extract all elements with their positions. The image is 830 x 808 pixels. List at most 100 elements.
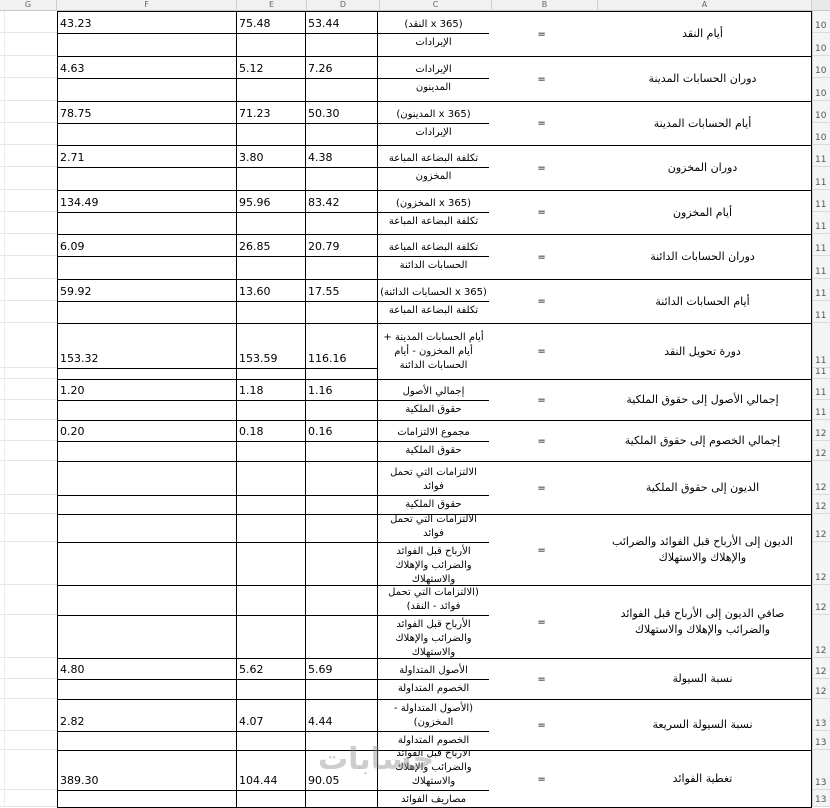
ratio-name-cell[interactable]: تغطية الفوائد [672, 772, 733, 785]
row-header[interactable]: 10 [813, 11, 830, 33]
empty-cell-d[interactable] [306, 257, 378, 279]
grid-cell-g[interactable] [0, 33, 57, 56]
row-header[interactable]: 10 [813, 56, 830, 78]
ratio-name-cell[interactable]: أيام المخزون [672, 205, 733, 219]
formula-denominator-cell[interactable]: المخزون [415, 171, 452, 182]
empty-cell-e[interactable] [237, 168, 306, 190]
row-header[interactable]: 12 [813, 585, 830, 615]
formula-numerator-cell[interactable]: إجمالي الأصول [378, 380, 489, 401]
value-cell-d[interactable]: 4.38 [306, 146, 378, 168]
grid-cell-g[interactable] [0, 658, 57, 679]
value-cell-f[interactable]: 59.92 [58, 280, 237, 302]
empty-cell-f[interactable] [58, 401, 237, 420]
row-header[interactable]: 11 [813, 379, 830, 400]
column-header-g[interactable]: G [0, 0, 57, 11]
grid-cell-g[interactable] [0, 731, 57, 750]
value-cell-d[interactable]: 50.30 [306, 102, 378, 124]
grid-cell-g[interactable] [0, 256, 57, 279]
formula-numerator-cell[interactable]: تكلفة البضاعة المباعة [378, 146, 489, 168]
empty-cell-d[interactable] [306, 34, 378, 56]
value-cell-f[interactable]: 134.49 [58, 191, 237, 213]
value-cell-f[interactable]: 43.23 [58, 12, 237, 34]
grid-cell-g[interactable] [0, 167, 57, 190]
equals-cell[interactable]: = [537, 118, 546, 129]
value-cell-d[interactable]: 4.44 [306, 700, 378, 732]
value-cell-d[interactable]: 5.69 [306, 659, 378, 680]
formula-denominator-cell[interactable]: الحسابات الدائنة [399, 260, 468, 271]
empty-cell-e[interactable] [237, 79, 306, 101]
row-header[interactable]: 11 [813, 301, 830, 323]
column-header-b[interactable]: B [492, 0, 598, 11]
equals-cell[interactable]: = [537, 719, 546, 731]
grid-cell-g[interactable] [0, 301, 57, 323]
value-cell-e[interactable]: 26.85 [237, 235, 306, 257]
value-cell-f[interactable]: 2.82 [58, 700, 237, 732]
ratio-name-cell[interactable]: نسبة السيولة السريعة [652, 718, 753, 731]
value-cell-f[interactable] [58, 586, 237, 616]
row-header[interactable]: 10 [813, 78, 830, 101]
ratio-name-cell[interactable]: دوران الحسابات الدائنة [650, 250, 755, 263]
row-header[interactable]: 12 [813, 495, 830, 514]
value-cell-d[interactable]: 90.05 [306, 751, 378, 791]
equals-cell[interactable]: = [537, 162, 546, 174]
value-cell-e[interactable]: 153.59 [237, 324, 306, 369]
empty-cell-f[interactable] [58, 79, 237, 101]
ratio-name-cell[interactable]: الديون إلى حقوق الملكية [645, 481, 760, 494]
value-cell-f[interactable]: 1.20 [58, 380, 237, 401]
grid-cell-g[interactable] [0, 400, 57, 420]
row-header[interactable]: 11 [813, 400, 830, 420]
formula-denominator-cell[interactable]: حقوق الملكية [405, 404, 462, 415]
empty-cell-f[interactable] [58, 257, 237, 279]
empty-cell-d[interactable] [306, 543, 378, 585]
empty-cell-e[interactable] [237, 496, 306, 514]
value-cell-e[interactable]: 0.18 [237, 421, 306, 442]
row-header[interactable]: 11 [813, 167, 830, 190]
value-cell-e[interactable]: 5.62 [237, 659, 306, 680]
value-cell-d[interactable]: 1.16 [306, 380, 378, 401]
empty-cell-d[interactable] [306, 791, 378, 807]
value-cell-f[interactable]: 389.30 [58, 751, 237, 791]
equals-cell[interactable]: = [537, 673, 546, 685]
ratio-name-cell[interactable]: الديون إلى الأرباح قبل الفوائد والضرائب … [612, 535, 793, 564]
empty-cell-e[interactable] [237, 616, 306, 658]
value-cell-d[interactable]: 83.42 [306, 191, 378, 213]
empty-cell-e[interactable] [237, 791, 306, 807]
value-cell-f[interactable]: 2.71 [58, 146, 237, 168]
row-header[interactable]: 10 [813, 101, 830, 123]
row-header[interactable]: 11 [813, 212, 830, 234]
empty-cell-f[interactable] [58, 616, 237, 658]
formula-numerator-cell[interactable]: (365 x الحسابات الدائنة) [378, 280, 489, 302]
equals-cell[interactable]: = [537, 207, 546, 218]
ratio-name-cell[interactable]: أيام الحسابات المدينة [653, 116, 752, 130]
row-header[interactable]: 12 [813, 514, 830, 542]
grid-cell-g[interactable] [0, 56, 57, 78]
empty-cell-e[interactable] [237, 213, 306, 234]
formula-numerator-cell[interactable]: (الالتزامات التي تحمل فوائد - النقد) [378, 586, 489, 616]
value-cell-f[interactable]: 78.75 [58, 102, 237, 124]
ratio-name-cell[interactable]: إجمالي الخصوم إلى حقوق الملكية [624, 434, 781, 447]
value-cell-e[interactable] [237, 586, 306, 616]
value-cell-e[interactable]: 5.12 [237, 57, 306, 79]
grid-cell-g[interactable] [0, 123, 57, 145]
formula-numerator-cell[interactable]: (365 x المدينون) [378, 102, 489, 124]
grid-cell-g[interactable] [0, 190, 57, 212]
grid-cell-g[interactable] [0, 323, 57, 368]
formula-numerator-cell[interactable]: (الأصول المتداولة - المخزون) [378, 700, 489, 732]
grid-cell-g[interactable] [0, 11, 57, 33]
row-header[interactable]: 11 [813, 145, 830, 167]
equals-cell[interactable]: = [537, 435, 546, 447]
grid-cell-g[interactable] [0, 790, 57, 807]
value-cell-d[interactable]: 20.79 [306, 235, 378, 257]
formula-denominator-cell[interactable]: الأرباح قبل الفوائد والضرائب والإهلاك وا… [395, 546, 472, 585]
empty-cell-d[interactable] [306, 616, 378, 658]
formula-numerator-cell[interactable]: الأصول المتداولة [378, 659, 489, 680]
formula-numerator-cell[interactable]: الإيرادات [378, 57, 489, 79]
grid-cell-g[interactable] [0, 679, 57, 699]
value-cell-d[interactable]: 0.16 [306, 421, 378, 442]
formula-denominator-cell[interactable]: الخصوم المتداولة [397, 735, 470, 746]
row-header[interactable]: 13 [813, 699, 830, 731]
formula-numerator-cell[interactable]: الأرباح قبل الفوائد والضرائب والإهلاك وا… [378, 751, 489, 791]
empty-cell-d[interactable] [306, 369, 378, 379]
empty-cell-f[interactable] [58, 369, 237, 379]
formula-denominator-cell[interactable]: المدينون [415, 82, 452, 93]
